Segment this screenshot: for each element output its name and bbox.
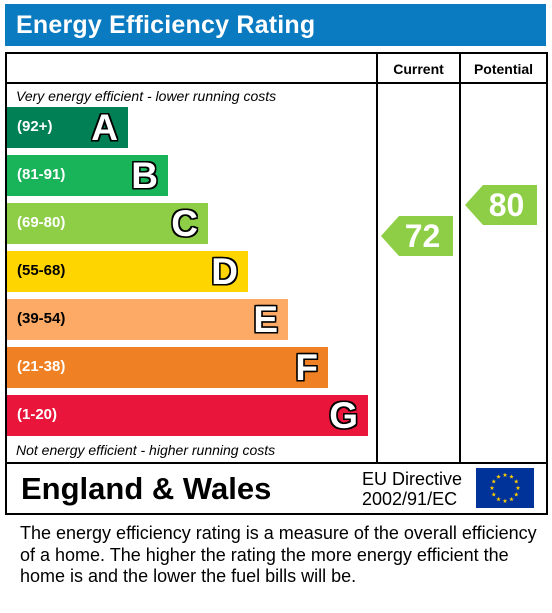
band-g: (1-20) G (7, 395, 368, 436)
current-rating-arrow (381, 216, 453, 256)
eu-star-icon (515, 485, 521, 490)
current-column-divider (376, 52, 378, 464)
potential-rating-arrow (465, 185, 537, 225)
band-range-label: (81-91) (17, 166, 66, 183)
potential-column-divider (459, 52, 461, 464)
band-d: (55-68) D (7, 251, 248, 292)
eu-star-icon (489, 485, 495, 490)
band-letter: D (211, 251, 238, 292)
eu-star-icon (513, 492, 519, 497)
potential-column-header: Potential (473, 61, 534, 77)
eu-star-icon (496, 474, 501, 479)
band-a: (92+) A (7, 107, 128, 148)
band-b: (81-91) B (7, 155, 168, 196)
eu-star-icon (502, 472, 508, 477)
band-range-label: (69-80) (17, 214, 66, 231)
eu-star-icon (509, 496, 514, 502)
eu-flag-icon (476, 468, 534, 508)
rating-frame (5, 52, 548, 515)
band-range-label: (21-38) (17, 358, 66, 375)
potential-rating-value: 80 (488, 187, 525, 223)
eu-star-icon (491, 479, 497, 484)
footer-divider (5, 462, 548, 464)
band-letter: G (329, 395, 358, 436)
top-note: Very energy efficient - lower running co… (16, 88, 277, 104)
band-range-label: (55-68) (17, 262, 66, 279)
eu-star-icon (513, 479, 519, 484)
band-range-label: (92+) (17, 118, 53, 135)
potential-arrow-shape (465, 185, 537, 225)
title-bar: Energy Efficiency Rating (5, 4, 546, 46)
eu-star-icon (509, 474, 514, 479)
bottom-note: Not energy efficient - higher running co… (16, 442, 276, 458)
band-range-label: (1-20) (17, 406, 58, 423)
explanation-caption: The energy efficiency rating is a measur… (20, 523, 537, 586)
header-divider (5, 82, 548, 84)
directive-line-2: 2002/91/EC (362, 489, 458, 509)
chart-title: Energy Efficiency Rating (16, 11, 316, 39)
directive-line-1: EU Directive (362, 469, 463, 489)
current-rating-value: 72 (404, 218, 441, 254)
band-e: (39-54) E (7, 299, 288, 340)
current-column-header: Current (393, 61, 444, 77)
band-letter: A (91, 107, 118, 148)
band-letter: C (171, 203, 198, 244)
band-f: (21-38) F (7, 347, 328, 388)
current-arrow-shape (381, 216, 453, 256)
eu-star-icon (502, 498, 508, 503)
band-c: (69-80) C (7, 203, 208, 244)
band-letter: B (131, 155, 158, 196)
band-range-label: (39-54) (17, 310, 66, 327)
eu-star-icon (496, 496, 501, 502)
eu-star-icon (491, 492, 497, 497)
country-label: England & Wales (21, 471, 272, 506)
band-letter: E (253, 299, 278, 340)
band-letter: F (295, 347, 318, 388)
eu-flag-stars (489, 472, 521, 503)
